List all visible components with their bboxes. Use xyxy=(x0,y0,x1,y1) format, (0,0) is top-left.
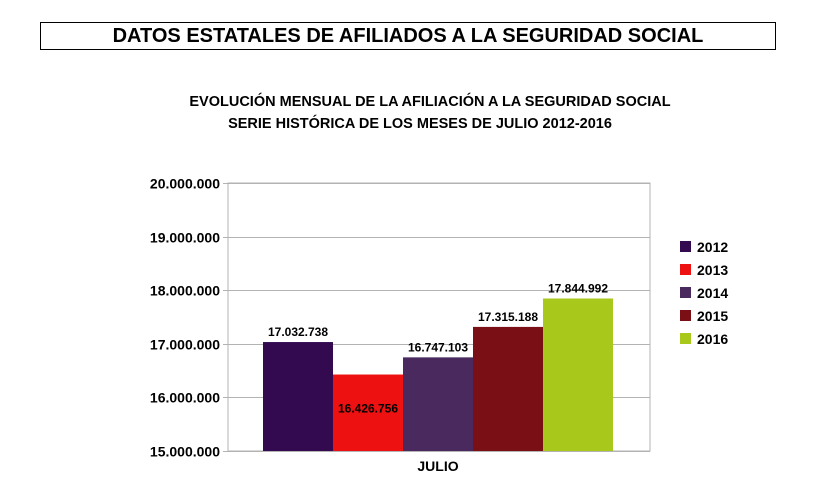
legend-label-2016: 2016 xyxy=(697,331,728,347)
legend-label-2013: 2013 xyxy=(697,262,728,278)
y-tick-label: 15.000.000 xyxy=(150,444,220,460)
y-tick-label: 16.000.000 xyxy=(150,390,220,406)
legend-label-2012: 2012 xyxy=(697,239,728,255)
chart-title: EVOLUCIÓN MENSUAL DE LA AFILIACIÓN A LA … xyxy=(189,94,671,110)
y-tick-label: 20.000.000 xyxy=(150,176,220,192)
legend-swatch-2013 xyxy=(680,264,691,275)
data-label-2013: 16.426.756 xyxy=(338,402,398,416)
legend-label-2015: 2015 xyxy=(697,308,728,324)
legend-swatch-2015 xyxy=(680,310,691,321)
x-tick-label: JULIO xyxy=(417,458,458,474)
chart-subtitle: SERIE HISTÓRICA DE LOS MESES DE JULIO 20… xyxy=(228,116,612,132)
legend-swatch-2014 xyxy=(680,287,691,298)
legend-swatch-2016 xyxy=(680,333,691,344)
bar-2014 xyxy=(403,357,473,451)
bar-2016 xyxy=(543,298,613,451)
y-tick-label: 19.000.000 xyxy=(150,230,220,246)
data-label-2014: 16.747.103 xyxy=(408,340,468,354)
bar-2013 xyxy=(333,374,403,451)
data-label-2015: 17.315.188 xyxy=(478,310,538,324)
y-tick-label: 17.000.000 xyxy=(150,337,220,353)
data-label-2016: 17.844.992 xyxy=(548,282,608,296)
y-tick-label: 18.000.000 xyxy=(150,283,220,299)
legend-swatch-2012 xyxy=(680,241,691,252)
data-label-2012: 17.032.738 xyxy=(268,325,328,339)
bar-2012 xyxy=(263,342,333,451)
bar-2015 xyxy=(473,326,543,451)
legend-label-2014: 2014 xyxy=(697,285,728,301)
page-banner: DATOS ESTATALES DE AFILIADOS A LA SEGURI… xyxy=(40,22,776,50)
